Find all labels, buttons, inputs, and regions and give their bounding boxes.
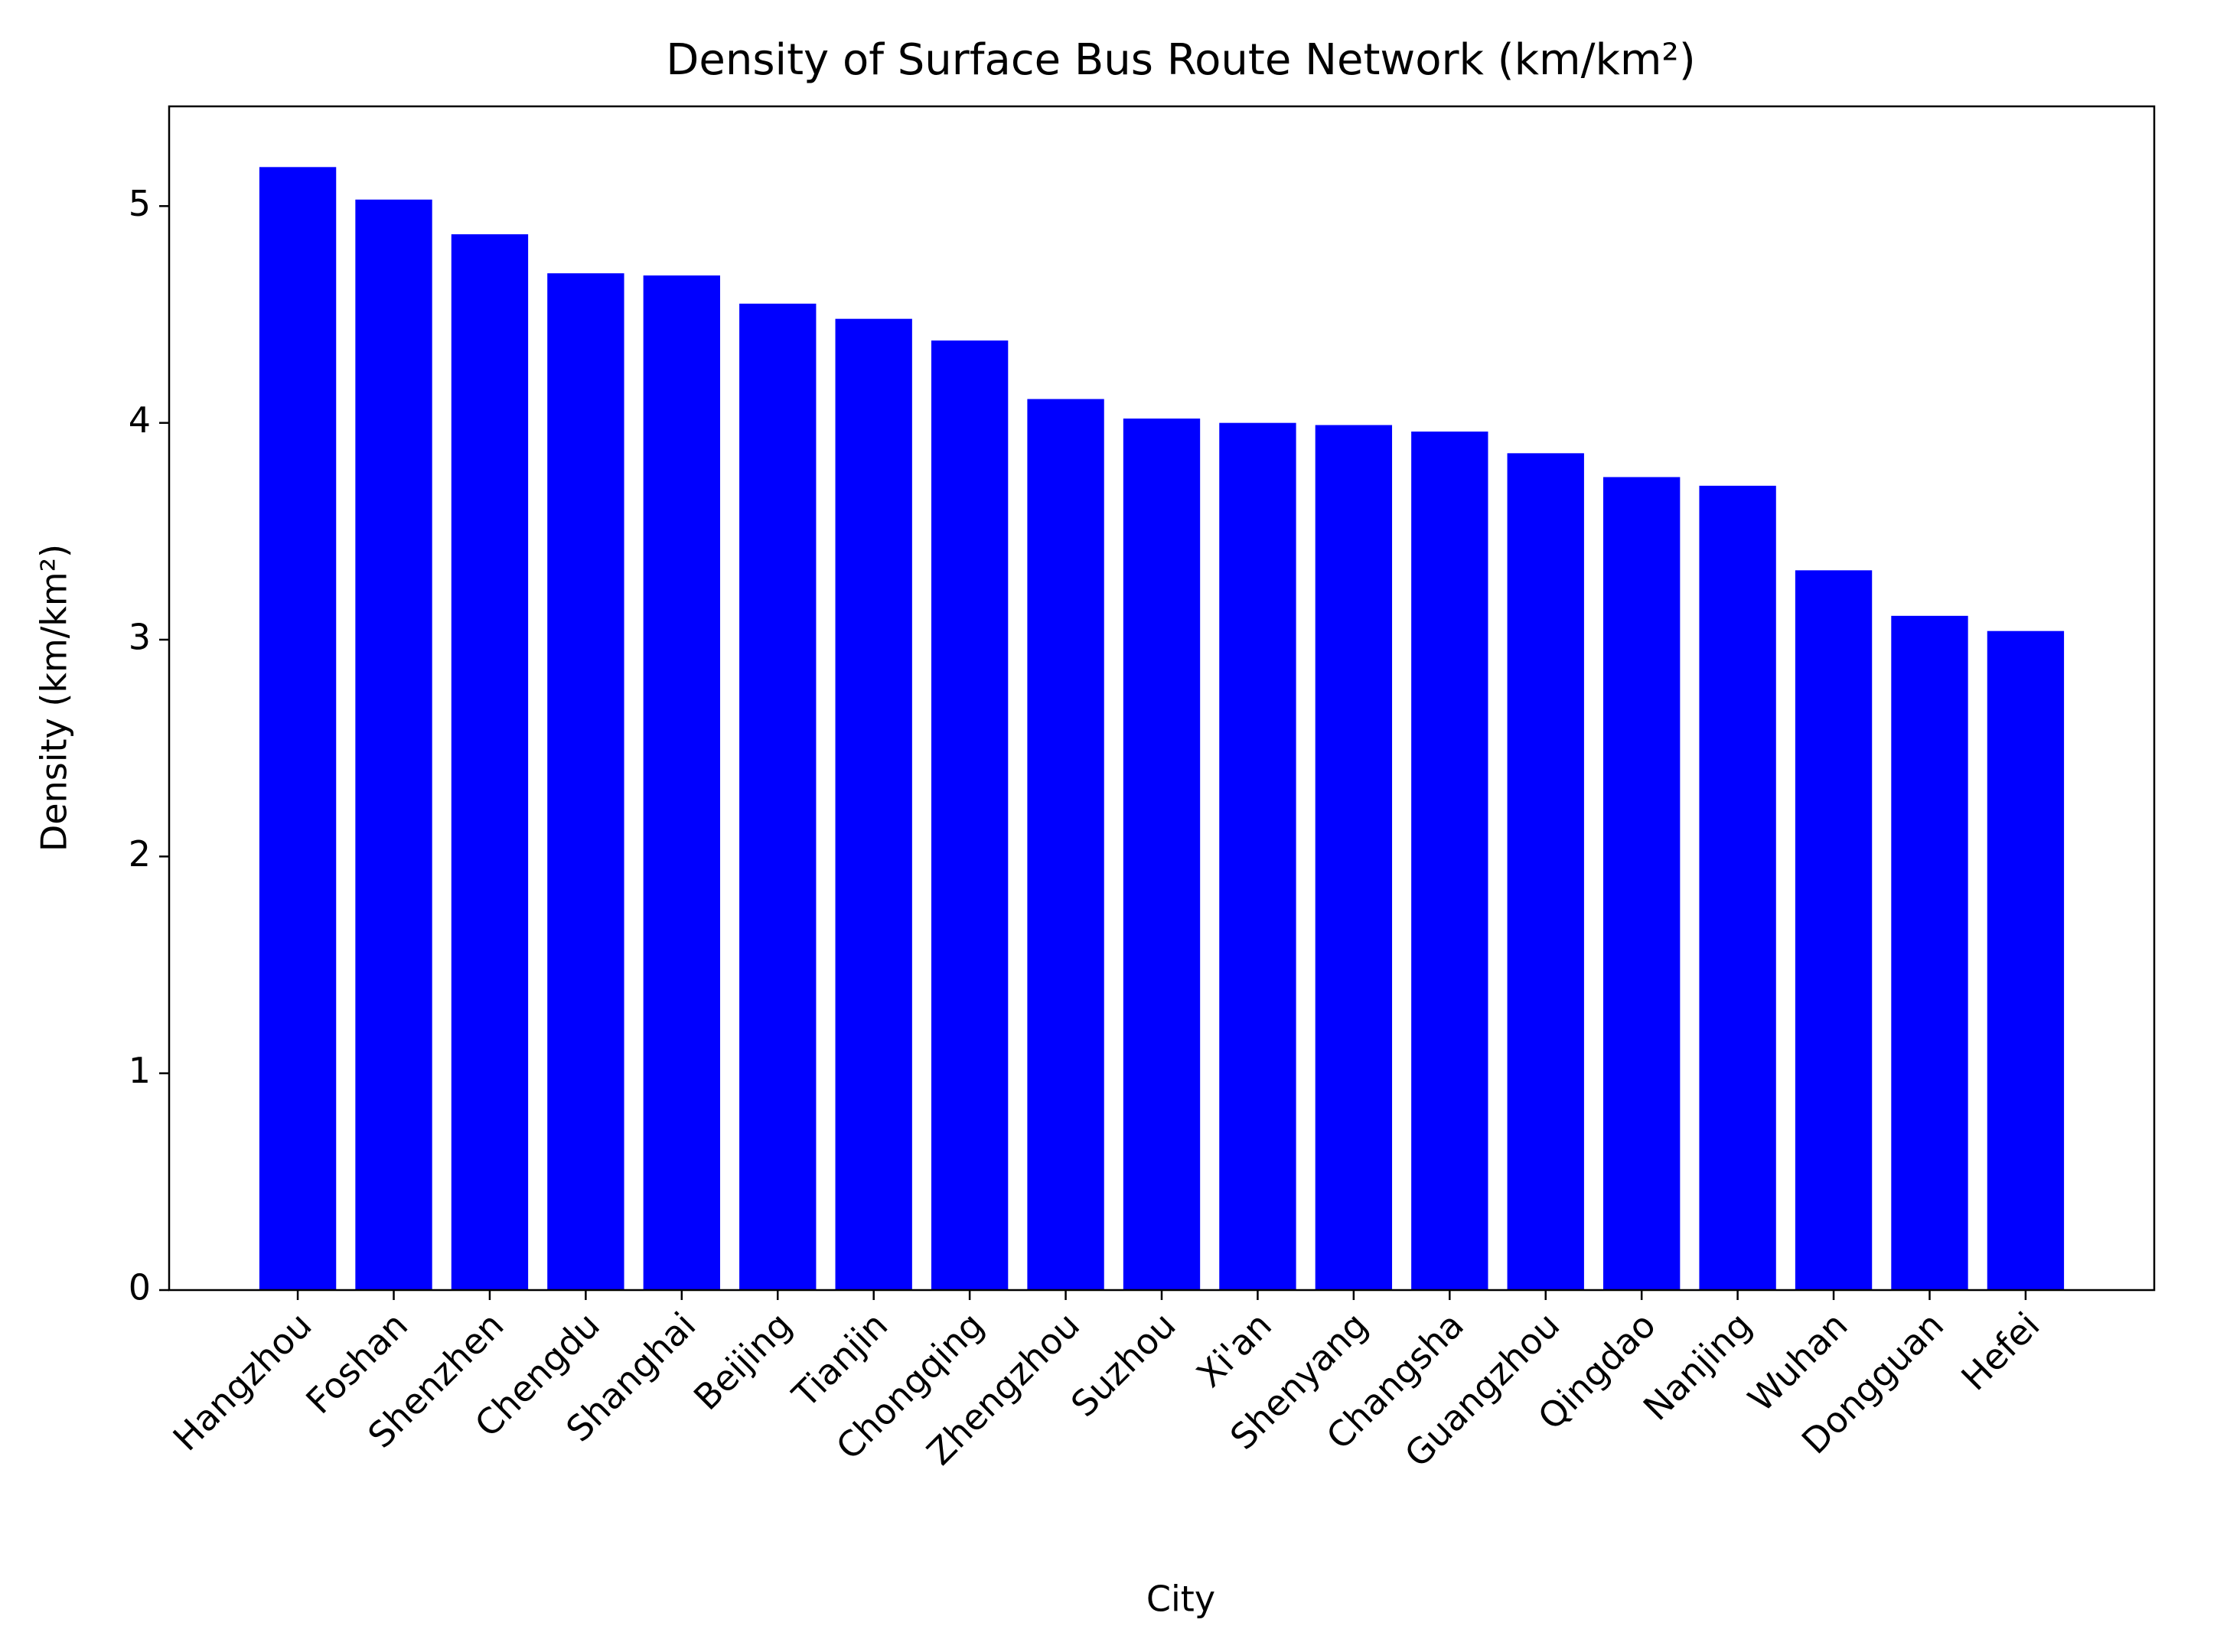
chart-title: Density of Surface Bus Route Network (km…	[666, 35, 1695, 85]
y-tick-label: 2	[129, 833, 151, 875]
bar	[547, 273, 624, 1291]
x-axis-label: City	[1146, 1579, 1215, 1620]
y-tick-label: 3	[129, 617, 151, 658]
bar	[739, 303, 817, 1290]
bar	[1507, 453, 1584, 1291]
bar	[1027, 399, 1104, 1290]
bar	[451, 234, 529, 1291]
bar	[643, 275, 720, 1290]
y-axis-label: Density (km/km²)	[34, 544, 75, 852]
bar	[1123, 419, 1201, 1290]
bar	[1987, 630, 2065, 1290]
y-tick-label: 1	[129, 1050, 151, 1091]
bar	[1219, 422, 1296, 1290]
bar	[1411, 432, 1488, 1290]
bar	[931, 341, 1009, 1290]
bar	[355, 199, 432, 1290]
bar	[835, 318, 912, 1291]
bar	[1315, 425, 1393, 1290]
bar	[1699, 485, 1776, 1291]
y-tick-label: 5	[129, 183, 151, 224]
bar	[1795, 570, 1873, 1290]
axes-frame	[168, 105, 2156, 1292]
y-tick-label: 4	[129, 399, 151, 441]
bar	[1891, 615, 1968, 1290]
y-tick-label: 0	[129, 1267, 151, 1308]
bar	[1603, 477, 1681, 1290]
bar	[259, 167, 337, 1290]
